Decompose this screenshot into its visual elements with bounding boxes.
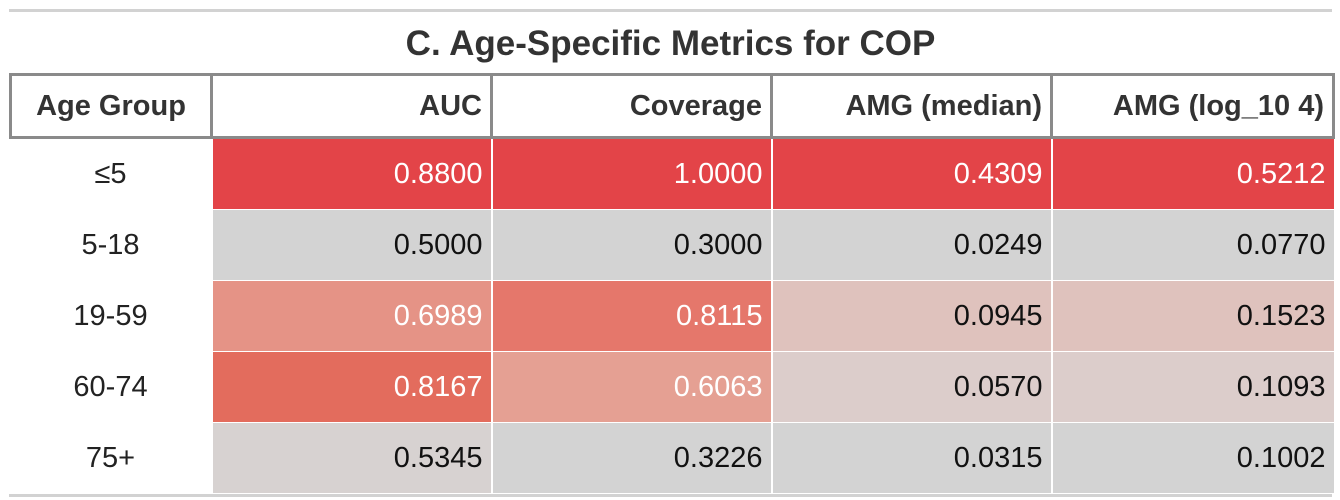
column-header-amg-median: AMG (median) (770, 73, 1053, 139)
table-row: ≤5 0.8800 1.0000 0.4309 0.5212 (10, 137, 1334, 210)
amg-median-cell: 0.0249 (770, 209, 1052, 281)
metrics-table-container: C. Age-Specific Metrics for COP Age Grou… (9, 9, 1335, 497)
header-row: Age Group AUC Coverage AMG (median) AMG … (9, 73, 1335, 139)
auc-cell: 0.5345 (210, 422, 492, 494)
coverage-cell: 1.0000 (490, 137, 772, 210)
amg-median-cell: 0.0570 (770, 351, 1052, 423)
age-group-cell: 5-18 (10, 209, 212, 281)
amg-log-cell: 0.1093 (1050, 351, 1334, 423)
coverage-cell: 0.6063 (490, 351, 772, 423)
table-row: 75+ 0.5345 0.3226 0.0315 0.1002 (10, 422, 1334, 494)
amg-log-cell: 0.1523 (1050, 280, 1334, 352)
age-group-cell: 19-59 (10, 280, 212, 352)
column-header-auc: AUC (210, 73, 493, 139)
auc-cell: 0.6989 (210, 280, 492, 352)
auc-cell: 0.5000 (210, 209, 492, 281)
coverage-cell: 0.3000 (490, 209, 772, 281)
metrics-table: Age Group AUC Coverage AMG (median) AMG … (9, 73, 1335, 494)
amg-median-cell: 0.4309 (770, 137, 1052, 210)
age-group-cell: 60-74 (10, 351, 212, 423)
column-header-age-group: Age Group (9, 73, 213, 139)
auc-cell: 0.8800 (210, 137, 492, 210)
top-rule (9, 9, 1332, 12)
amg-log-cell: 0.5212 (1050, 137, 1334, 210)
column-header-amg-log: AMG (log_10 4) (1050, 73, 1335, 139)
amg-log-cell: 0.0770 (1050, 209, 1334, 281)
age-group-cell: 75+ (10, 422, 212, 494)
table-row: 5-18 0.5000 0.3000 0.0249 0.0770 (10, 209, 1334, 281)
bottom-rule (9, 494, 1332, 497)
amg-median-cell: 0.0945 (770, 280, 1052, 352)
table-row: 19-59 0.6989 0.8115 0.0945 0.1523 (10, 280, 1334, 352)
coverage-cell: 0.8115 (490, 280, 772, 352)
age-group-cell: ≤5 (10, 137, 212, 210)
auc-cell: 0.8167 (210, 351, 492, 423)
amg-median-cell: 0.0315 (770, 422, 1052, 494)
column-header-coverage: Coverage (490, 73, 773, 139)
table-title: C. Age-Specific Metrics for COP (405, 24, 936, 63)
amg-log-cell: 0.1002 (1050, 422, 1334, 494)
table-row: 60-74 0.8167 0.6063 0.0570 0.1093 (10, 351, 1334, 423)
coverage-cell: 0.3226 (490, 422, 772, 494)
